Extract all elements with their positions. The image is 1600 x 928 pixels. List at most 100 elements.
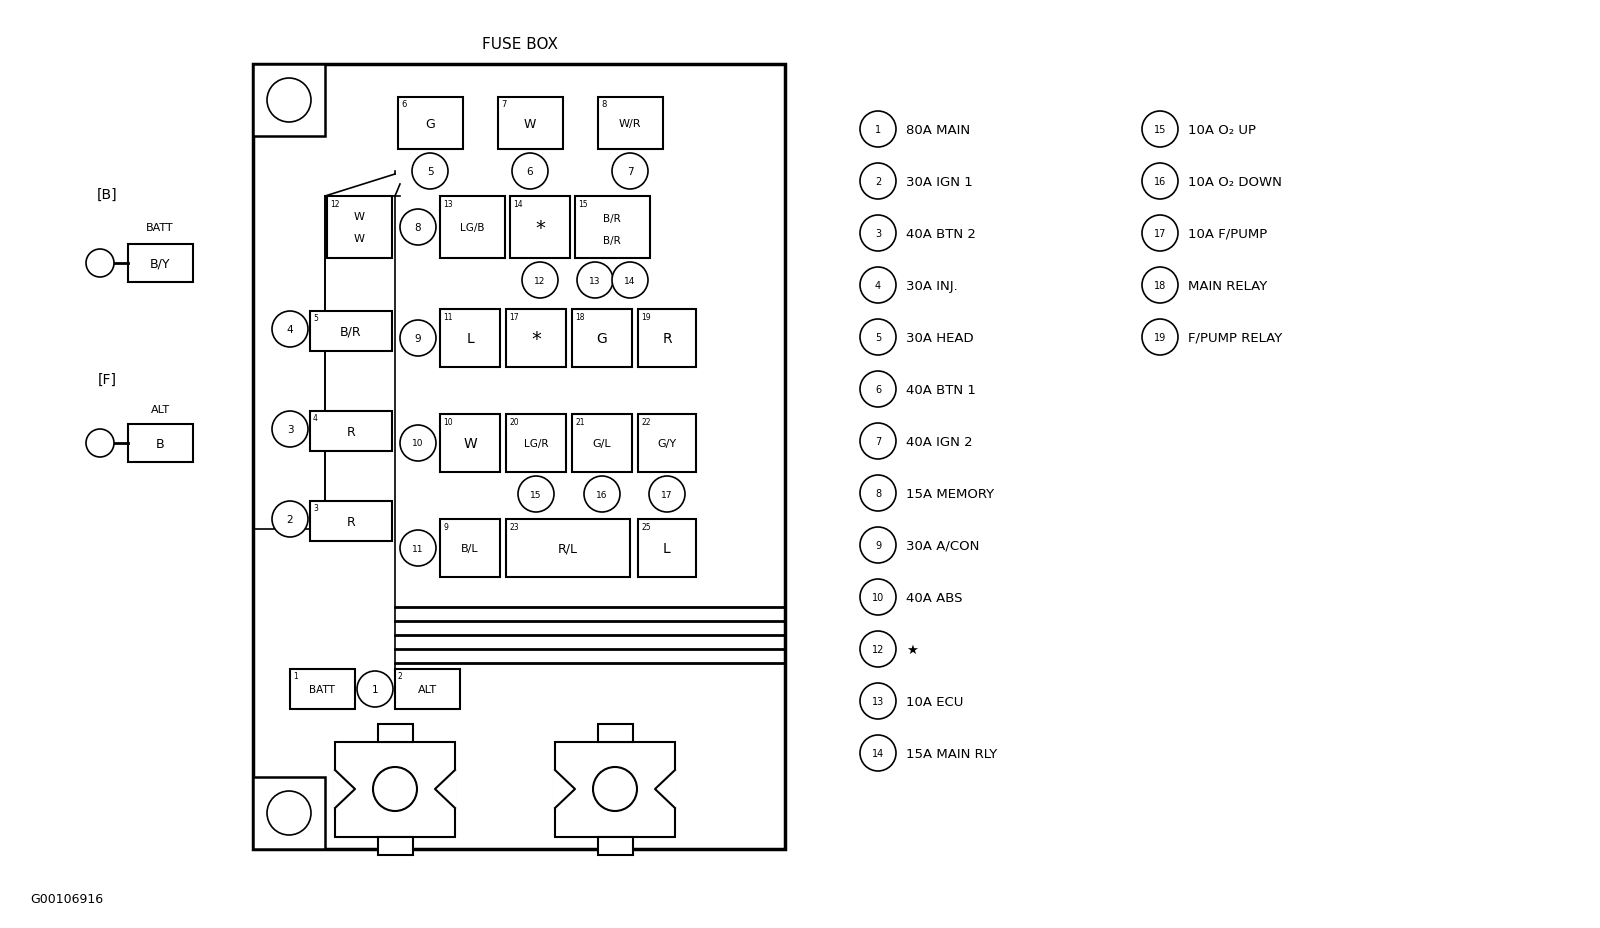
Text: W: W [354,212,365,222]
Circle shape [861,527,896,563]
Text: R/L: R/L [558,542,578,555]
Text: B: B [155,437,165,450]
Text: 19: 19 [642,313,651,322]
Bar [378,724,413,741]
Text: 15: 15 [578,200,587,209]
Text: 16: 16 [1154,177,1166,187]
Text: MAIN RELAY: MAIN RELAY [1187,279,1267,292]
Text: 25: 25 [642,522,651,532]
Text: 22: 22 [642,418,651,427]
Text: BATT: BATT [146,223,174,233]
Bar [310,411,392,452]
Text: B/L: B/L [461,544,478,553]
Text: 2: 2 [286,514,293,524]
Text: 10: 10 [443,418,453,427]
Text: 1: 1 [875,125,882,135]
Text: 8: 8 [602,100,606,109]
Circle shape [1142,216,1178,251]
Circle shape [1142,112,1178,148]
Circle shape [272,501,307,537]
Text: B/Y: B/Y [150,257,170,270]
Circle shape [373,767,418,811]
Text: 11: 11 [443,313,453,322]
Bar [638,520,696,577]
Circle shape [861,267,896,303]
Bar [326,197,392,259]
Bar [498,97,563,149]
Text: L: L [662,541,670,555]
Circle shape [267,792,310,835]
Text: 1: 1 [293,671,298,680]
Text: 8: 8 [875,488,882,498]
Text: 3: 3 [875,229,882,238]
Text: 17: 17 [509,313,518,322]
Text: G: G [426,117,435,130]
Text: B/R: B/R [603,236,621,246]
Text: 18: 18 [1154,280,1166,290]
Bar [506,310,566,367]
Bar [310,501,392,541]
Text: 9: 9 [875,540,882,550]
Text: 16: 16 [597,490,608,499]
Text: 10: 10 [413,439,424,448]
Text: G/L: G/L [592,439,611,448]
Text: R: R [347,515,355,528]
Circle shape [86,430,114,458]
Circle shape [584,476,621,512]
Text: G: G [597,331,608,345]
Bar [397,97,462,149]
Text: 13: 13 [589,277,600,285]
Polygon shape [654,770,675,808]
Text: B/R: B/R [603,213,621,224]
Circle shape [357,671,394,707]
Text: *: * [531,329,541,348]
Text: 14: 14 [872,748,885,758]
Text: W: W [462,436,477,450]
Circle shape [611,263,648,299]
Bar [506,415,566,472]
Text: 3: 3 [314,504,318,512]
Circle shape [400,426,435,461]
Text: ALT: ALT [150,405,170,415]
Bar [597,97,662,149]
Text: 15: 15 [530,490,542,499]
Text: LG/B: LG/B [459,223,485,233]
Text: 40A ABS: 40A ABS [906,591,963,604]
Text: 14: 14 [624,277,635,285]
Circle shape [272,312,307,348]
Circle shape [861,423,896,459]
Text: 4: 4 [286,325,293,335]
Circle shape [512,154,547,190]
Bar [290,669,355,709]
Circle shape [400,321,435,356]
Text: ALT: ALT [418,684,437,694]
Circle shape [400,531,435,566]
Bar [378,837,413,855]
Bar [128,424,194,462]
Bar [253,65,325,136]
Circle shape [518,476,554,512]
Bar [128,245,194,283]
Circle shape [267,79,310,122]
Circle shape [861,631,896,667]
Text: 12: 12 [534,277,546,285]
Bar [440,310,499,367]
Bar [510,197,570,259]
Text: 7: 7 [875,436,882,446]
Circle shape [1142,267,1178,303]
Text: 15: 15 [1154,125,1166,135]
Text: 30A INJ.: 30A INJ. [906,279,958,292]
Bar [638,310,696,367]
Text: W: W [523,117,536,130]
Text: BATT: BATT [309,684,334,694]
Text: 12: 12 [872,644,885,654]
Text: 15A MEMORY: 15A MEMORY [906,487,994,500]
Text: 23: 23 [509,522,518,532]
Polygon shape [334,770,355,808]
Text: LG/R: LG/R [523,439,549,448]
Bar [440,520,499,577]
Text: W/R: W/R [619,119,642,129]
Text: 18: 18 [574,313,584,322]
Text: 12: 12 [330,200,339,209]
Text: 14: 14 [514,200,523,209]
